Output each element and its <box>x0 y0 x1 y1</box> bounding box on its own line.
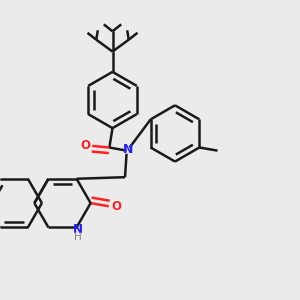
Text: H: H <box>74 232 82 242</box>
Text: N: N <box>123 142 133 156</box>
Text: O: O <box>80 140 90 152</box>
Text: N: N <box>73 224 83 236</box>
Text: O: O <box>112 200 122 213</box>
